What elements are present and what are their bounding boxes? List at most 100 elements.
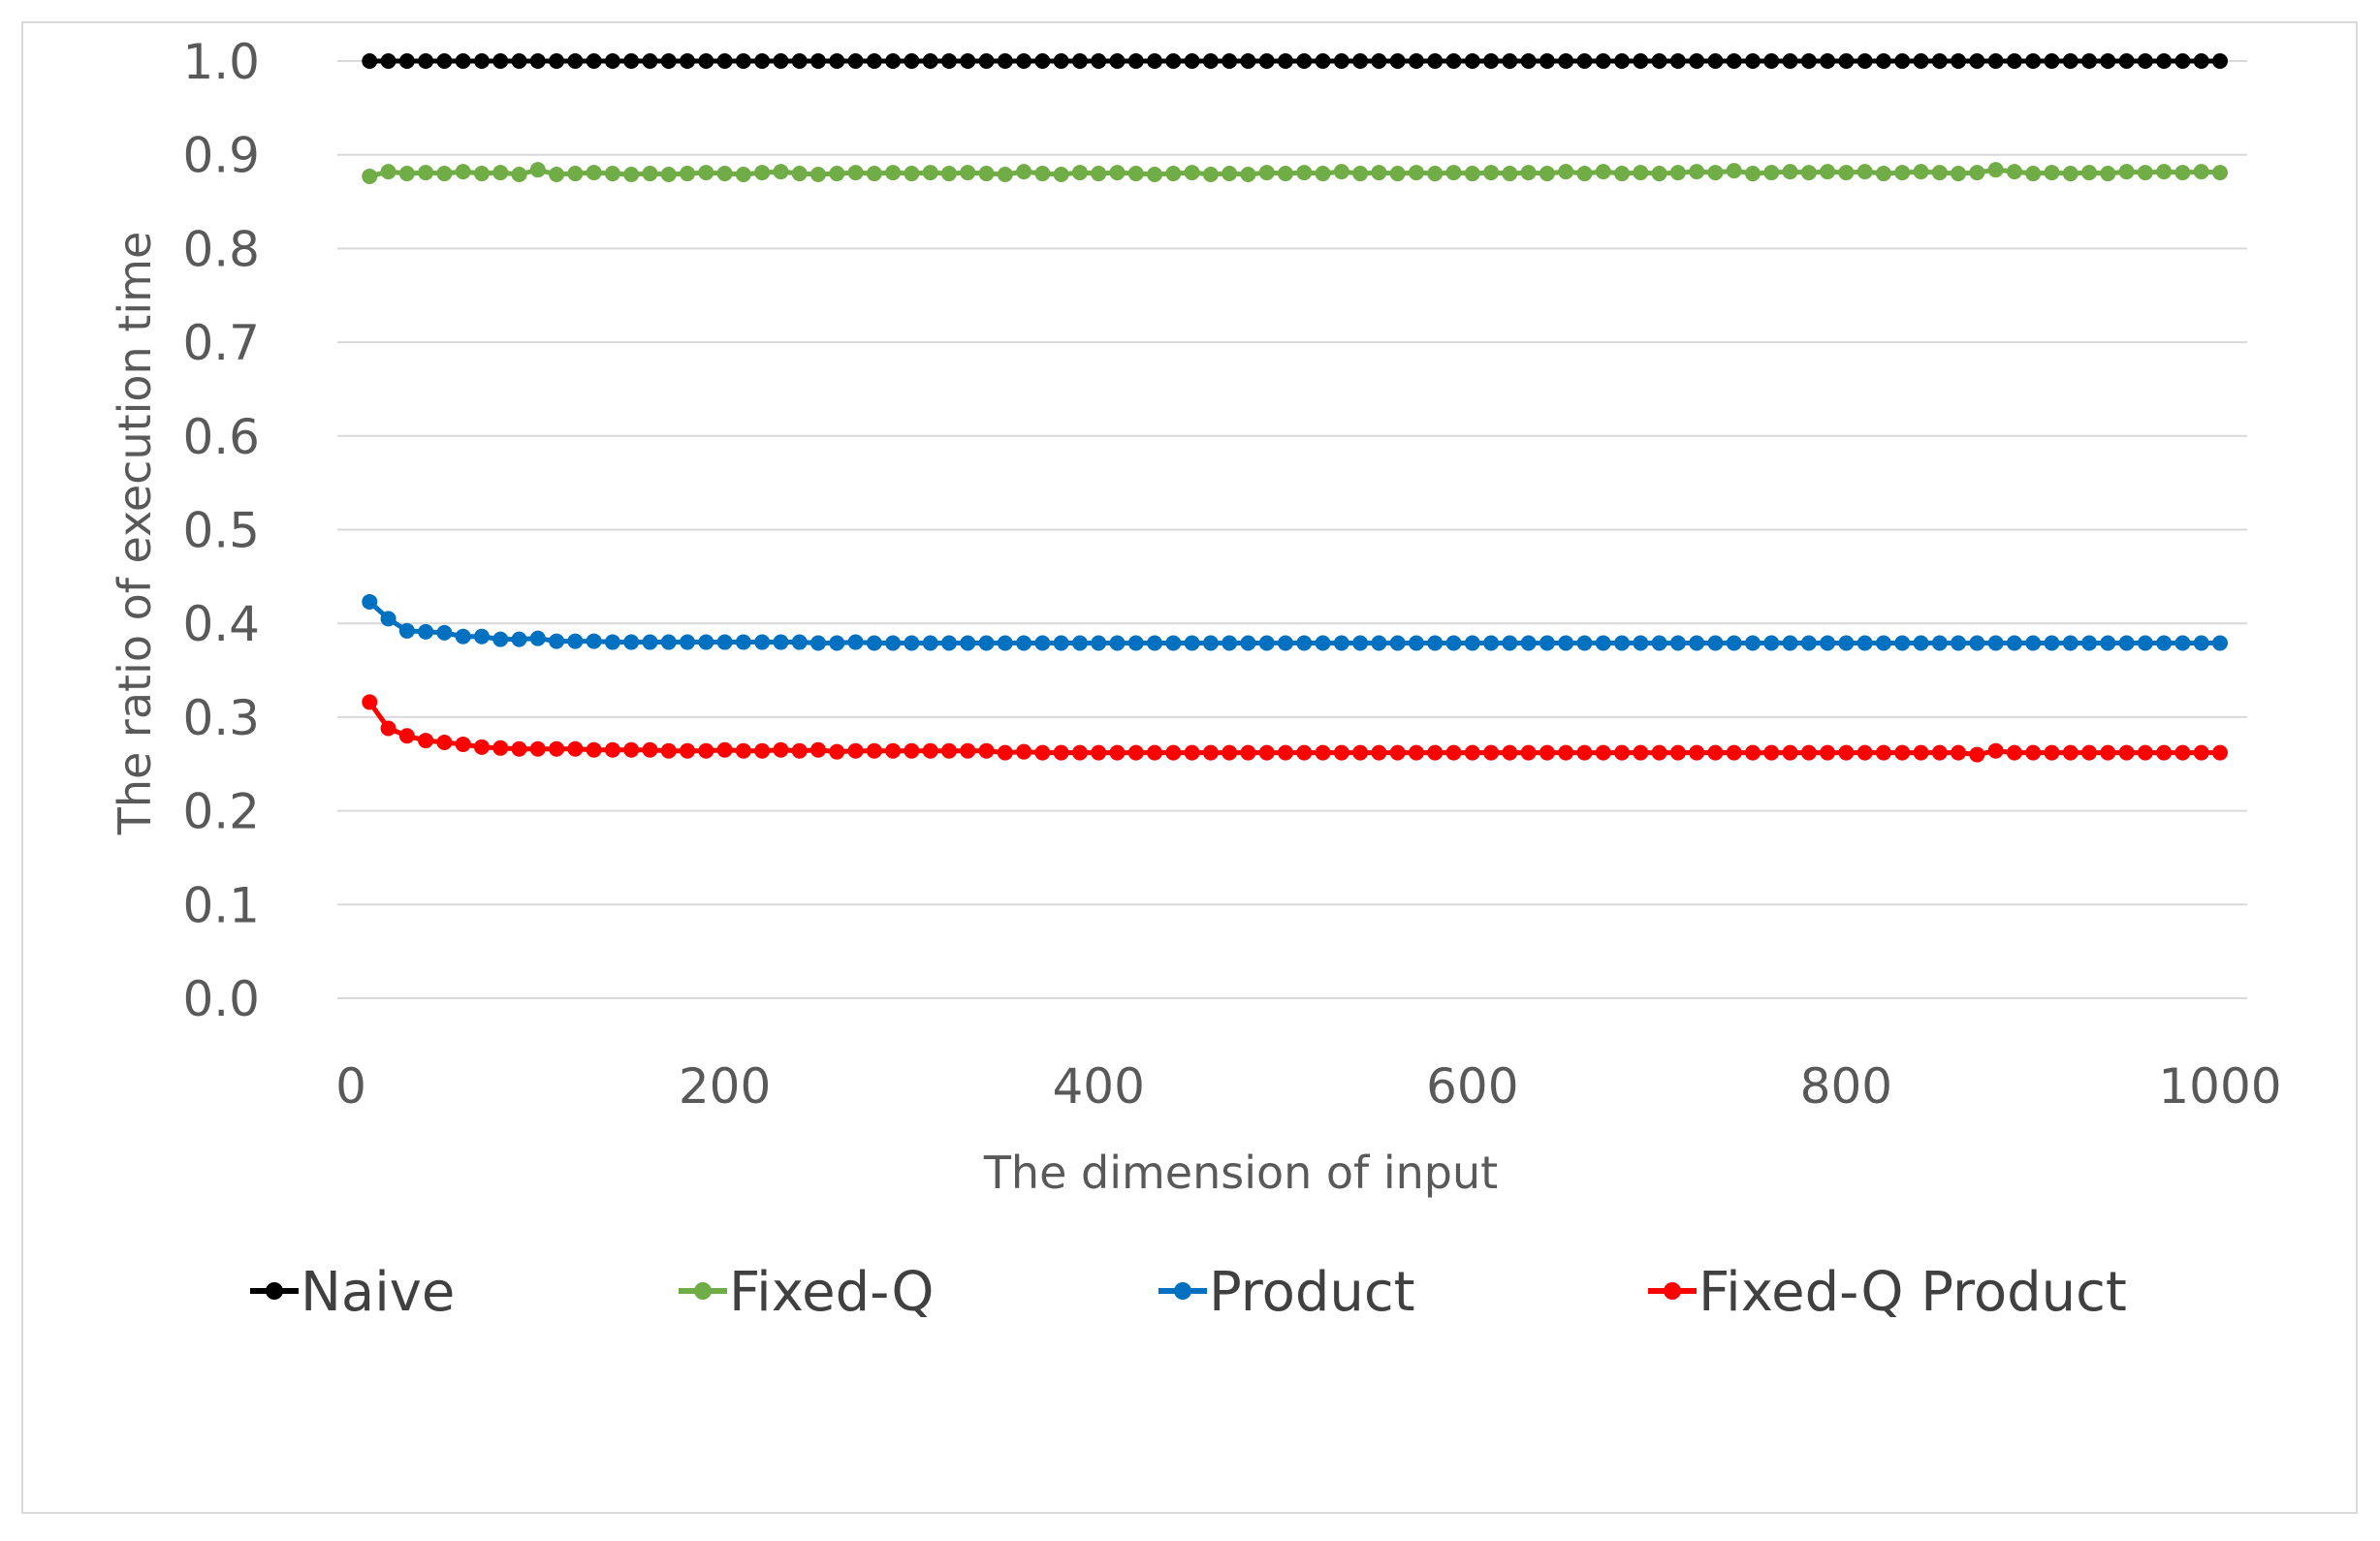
- data-point: [2100, 53, 2116, 69]
- data-point: [1558, 744, 1574, 761]
- data-point: [398, 728, 415, 744]
- data-point: [1595, 744, 1611, 761]
- data-point: [978, 742, 995, 759]
- data-point: [1838, 165, 1855, 181]
- data-point: [810, 635, 826, 651]
- data-point: [1222, 53, 1238, 69]
- data-point: [960, 165, 976, 181]
- data-point: [455, 736, 471, 752]
- data-point: [549, 167, 565, 183]
- data-point: [436, 53, 453, 69]
- x-axis-title: The dimension of input: [983, 1147, 1498, 1199]
- data-point: [1389, 635, 1406, 651]
- data-point: [2212, 165, 2228, 181]
- data-point: [623, 167, 640, 183]
- data-point: [1800, 744, 1817, 761]
- data-point: [1352, 53, 1369, 69]
- data-point: [1558, 53, 1574, 69]
- data-point: [1202, 167, 1219, 183]
- data-point: [1614, 635, 1631, 651]
- data-point: [2044, 744, 2060, 761]
- data-point: [623, 741, 640, 758]
- data-point: [773, 53, 789, 69]
- data-point: [1520, 165, 1537, 181]
- data-point: [680, 53, 696, 69]
- data-point: [1763, 165, 1780, 181]
- data-point: [623, 634, 640, 650]
- x-tick-label: 600: [1426, 1058, 1518, 1115]
- x-tick-label: 1000: [2158, 1058, 2281, 1115]
- data-point: [1669, 165, 1686, 181]
- series-fixed-q: [362, 162, 2228, 184]
- data-point: [997, 167, 1013, 183]
- data-point: [1913, 53, 1929, 69]
- data-point: [2100, 166, 2116, 182]
- data-point: [1258, 165, 1275, 181]
- data-point: [2156, 53, 2173, 69]
- data-point: [2193, 164, 2209, 180]
- data-point: [529, 162, 546, 178]
- data-point: [492, 631, 509, 647]
- y-tick-label: 0.6: [182, 409, 260, 465]
- legend-swatch-marker: [694, 1282, 712, 1300]
- data-point: [1034, 166, 1051, 182]
- y-tick-label: 0.7: [182, 315, 260, 371]
- data-point: [978, 635, 995, 651]
- legend-label: Fixed-Q: [729, 1261, 934, 1324]
- data-point: [1091, 53, 1107, 69]
- data-point: [492, 739, 509, 756]
- data-point: [1352, 635, 1369, 651]
- data-point: [1091, 166, 1107, 182]
- data-point: [1633, 635, 1649, 651]
- data-point: [642, 634, 658, 650]
- data-point: [2193, 744, 2209, 761]
- y-tick-label: 0.0: [182, 971, 260, 1027]
- data-point: [586, 53, 602, 69]
- data-point: [1987, 162, 2004, 178]
- data-point: [1371, 635, 1387, 651]
- data-point: [2212, 635, 2228, 651]
- data-point: [642, 741, 658, 758]
- legend-label: Naive: [301, 1261, 455, 1324]
- data-point: [455, 53, 471, 69]
- series-group: [362, 53, 2228, 763]
- data-point: [2137, 165, 2153, 181]
- data-point: [1689, 53, 1705, 69]
- data-point: [1856, 53, 1873, 69]
- data-point: [2062, 53, 2079, 69]
- data-point: [1707, 744, 1724, 761]
- data-point: [1931, 165, 1948, 181]
- data-point: [1483, 53, 1500, 69]
- data-point: [1931, 744, 1948, 761]
- data-point: [1558, 164, 1574, 180]
- data-point: [1109, 744, 1126, 761]
- data-point: [1689, 635, 1705, 651]
- data-point: [567, 633, 584, 649]
- data-point: [362, 53, 378, 69]
- data-point: [1202, 744, 1219, 761]
- data-point: [2044, 165, 2060, 181]
- data-point: [1669, 53, 1686, 69]
- data-point: [1091, 635, 1107, 651]
- data-point: [904, 53, 920, 69]
- data-point: [511, 631, 527, 647]
- series-line-fixed-q-product: [367, 700, 2220, 758]
- data-point: [1109, 635, 1126, 651]
- data-point: [1109, 53, 1126, 69]
- data-point: [604, 53, 620, 69]
- data-point: [1951, 53, 1967, 69]
- data-point: [1931, 635, 1948, 651]
- data-point: [2081, 165, 2098, 181]
- data-point: [1820, 635, 1836, 651]
- data-point: [1838, 635, 1855, 651]
- legend-swatch-marker: [1174, 1282, 1191, 1300]
- data-point: [473, 739, 490, 755]
- data-point: [2100, 635, 2116, 651]
- data-point: [847, 634, 864, 650]
- data-point: [1520, 635, 1537, 651]
- data-point: [1913, 164, 1929, 180]
- data-point: [2137, 744, 2153, 761]
- data-point: [1165, 53, 1182, 69]
- data-point: [1856, 744, 1873, 761]
